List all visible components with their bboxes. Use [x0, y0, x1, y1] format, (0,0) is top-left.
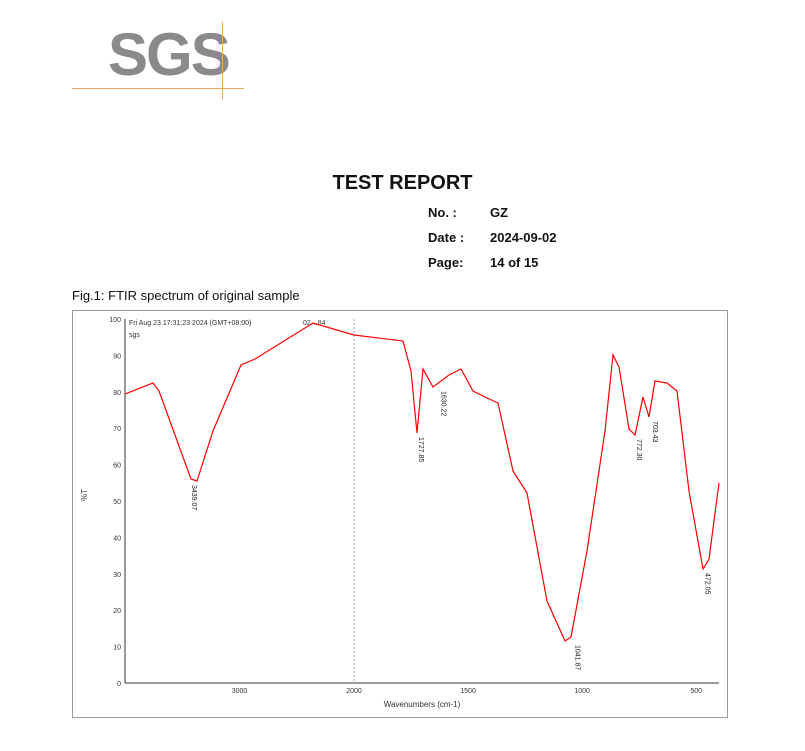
y-tick-label: 60	[113, 463, 121, 470]
x-tick-label: 1000	[574, 688, 590, 695]
report-title: TEST REPORT	[332, 172, 473, 194]
report-number-value: GZ	[490, 205, 509, 220]
report-number-label: No. :	[428, 205, 457, 220]
y-axis-ticks: 0 10 20 30 40 50 60 70 80 90 100	[109, 317, 121, 688]
report-meta: No. : GZ Date : 2024-09-02 Page: 14 of 1…	[428, 200, 557, 275]
y-tick-label: 20	[113, 608, 121, 615]
y-tick-label: 0	[117, 681, 121, 688]
peak-label: 1727.85	[417, 437, 424, 462]
y-tick-label: 90	[113, 353, 121, 360]
x-axis-ticks: 3000 2000 1500 1000 500	[232, 688, 702, 695]
figure-caption: Fig.1: FTIR spectrum of original sample	[72, 288, 300, 303]
ftir-chart: 0 10 20 30 40 50 60 70 80 90 100 3000 2000 1500 1000 5…	[72, 310, 728, 718]
spectrum-line	[124, 322, 720, 642]
y-tick-label: 30	[113, 572, 121, 579]
report-page-value: 14 of 15	[490, 255, 539, 270]
peak-labels: 3439.07 1727.85 1630.22 1041.87 772.30 703.43…	[190, 391, 710, 670]
chart-header-timestamp: Fri Aug 23 17:31:23 2024 (GMT+08:00)	[129, 320, 251, 327]
report-page-row: Page: 14 of 15	[428, 250, 557, 275]
report-date-label: Date :	[428, 230, 465, 245]
y-tick-label: 50	[113, 499, 121, 506]
y-tick-label: 80	[113, 390, 121, 397]
logo-text: SGS	[108, 21, 231, 88]
y-tick-label: 100	[109, 317, 121, 324]
x-tick-label: 3000	[232, 688, 248, 695]
ftir-chart-svg: 0 10 20 30 40 50 60 70 80 90 100 3000 2000 1500 1000 5…	[80, 317, 720, 709]
x-tick-label: 2000	[346, 688, 362, 695]
x-axis-label: Wavenumbers (cm-1)	[384, 700, 461, 709]
y-tick-label: 40	[113, 535, 121, 542]
peak-label: 472.05	[704, 573, 711, 595]
logo-rule-vertical	[222, 22, 223, 100]
peak-label: 1041.87	[574, 645, 581, 670]
peak-label: 772.30	[635, 439, 642, 461]
report-date-value: 2024-09-02	[490, 230, 557, 245]
plot-axes	[124, 319, 719, 684]
peak-label: 3439.07	[190, 485, 197, 510]
chart-header-user: sgs	[129, 332, 140, 339]
x-tick-label: 1500	[460, 688, 476, 695]
sgs-logo: SGS	[72, 21, 244, 100]
peak-label: 1630.22	[439, 391, 446, 416]
y-tick-label: 10	[113, 645, 121, 652]
report-page-label: Page:	[428, 255, 464, 270]
logo-rule-horizontal	[72, 88, 244, 89]
report-number-row: No. : GZ	[428, 200, 557, 225]
peak-label: 703.43	[651, 421, 658, 443]
report-date-row: Date : 2024-09-02	[428, 225, 557, 250]
y-axis-label: %T	[80, 489, 89, 501]
x-tick-label: 500	[690, 688, 702, 695]
y-tick-label: 70	[113, 426, 121, 433]
